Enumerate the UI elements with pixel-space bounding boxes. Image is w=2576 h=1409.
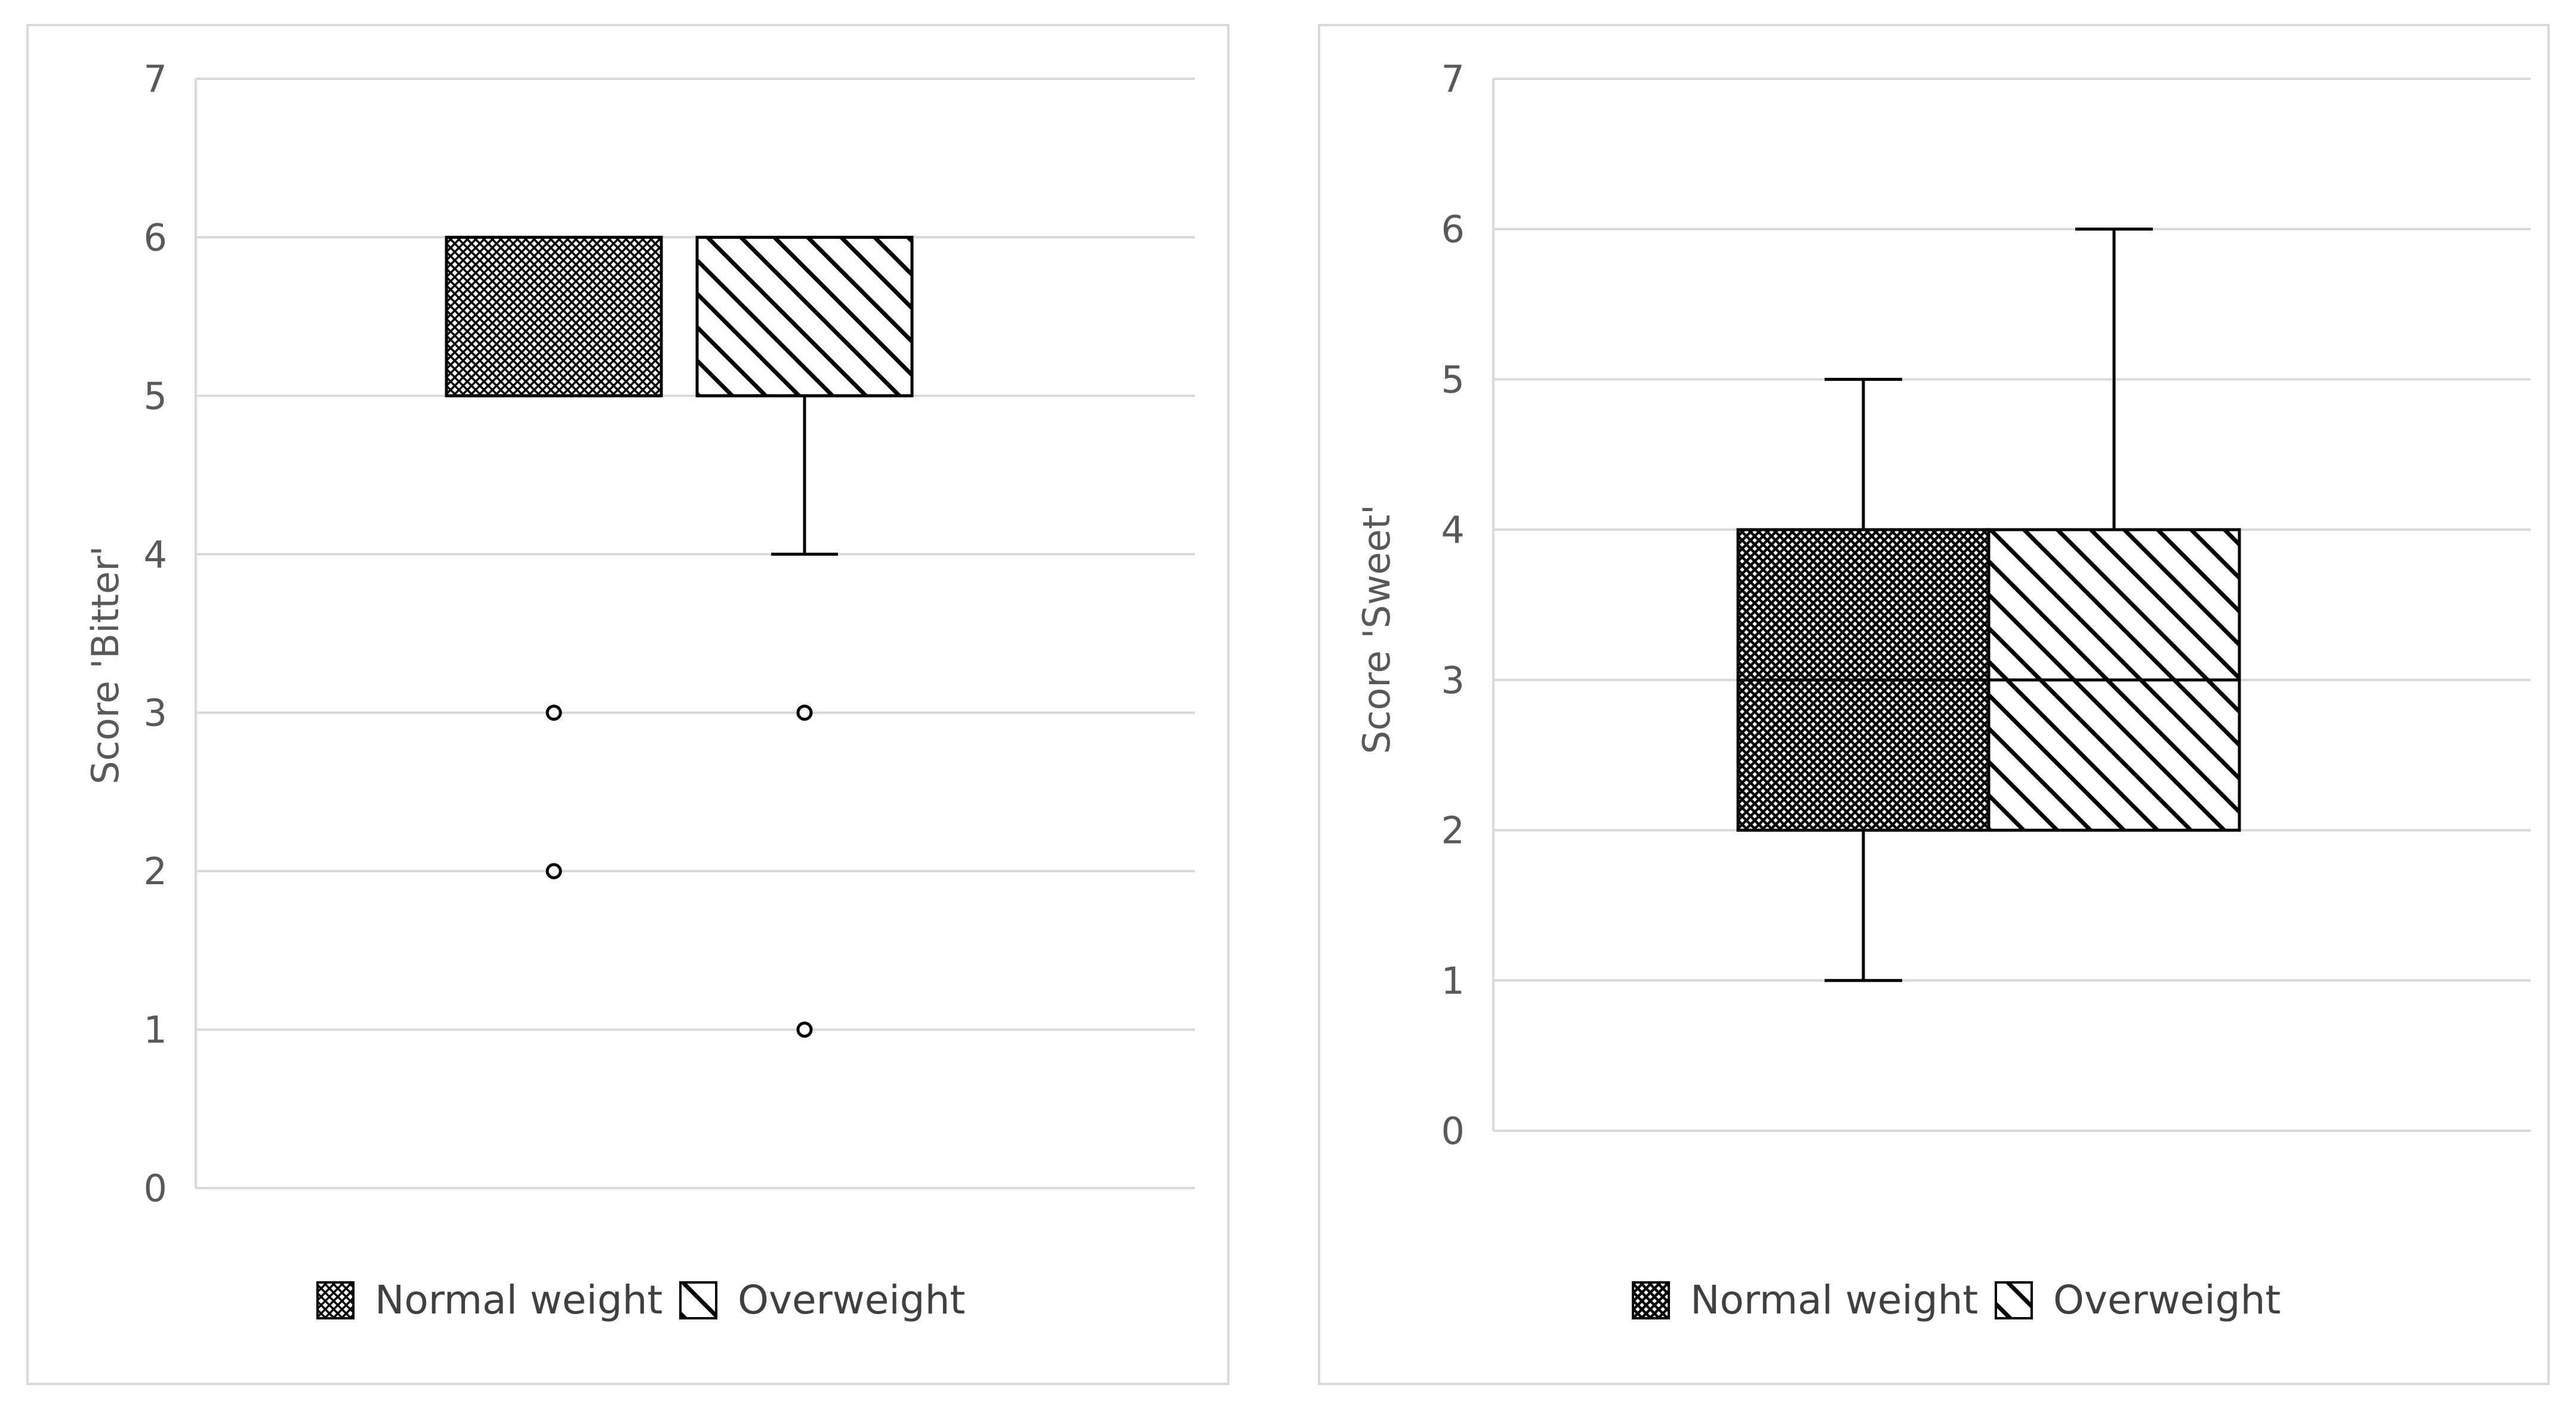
box-iqr <box>445 235 663 398</box>
bitter-chart-panel: 0 1 2 3 4 5 6 7 Score 'Bitter' Normal weight Ov… <box>26 24 1230 1385</box>
sweet-chart-panel: 0 1 2 3 4 5 6 7 Score 'Sweet' Normal weight Ove… <box>1318 24 2550 1385</box>
y-tick-label: 4 <box>144 533 167 576</box>
y-tick-label: 1 <box>144 1008 167 1052</box>
y-tick-label: 7 <box>1441 57 1465 101</box>
box-iqr <box>695 235 914 398</box>
legend-swatch-normal-weight <box>316 1281 355 1319</box>
y-tick-label: 1 <box>1441 959 1465 1002</box>
box-normal-weight <box>1736 377 1990 982</box>
y-tick-label: 3 <box>144 691 167 735</box>
outlier-point <box>546 863 562 879</box>
y-axis-label: Score 'Bitter' <box>84 546 127 784</box>
legend-label-overweight: Overweight <box>2053 1277 2281 1323</box>
y-tick-label: 0 <box>1441 1109 1465 1153</box>
outlier-point <box>796 705 813 721</box>
y-tick-label: 0 <box>144 1167 167 1210</box>
y-tick-label: 6 <box>144 216 167 259</box>
y-tick-label: 5 <box>144 374 167 418</box>
box-overweight <box>1987 227 2241 832</box>
y-tick-label: 2 <box>144 850 167 893</box>
y-tick-label: 6 <box>1441 208 1465 251</box>
y-tick-label: 3 <box>1441 659 1465 702</box>
y-axis-label: Score 'Sweet' <box>1355 504 1398 754</box>
y-tick-label: 2 <box>1441 809 1465 853</box>
legend-swatch-overweight <box>679 1281 717 1319</box>
y-tick-label: 4 <box>1441 508 1465 552</box>
sweet-boxplot: 0 1 2 3 4 5 6 7 Score 'Sweet' Normal weight Ove… <box>1355 57 2531 1323</box>
legend-label-overweight: Overweight <box>738 1277 965 1323</box>
y-tick-label: 5 <box>1441 358 1465 401</box>
legend-label-normal-weight: Normal weight <box>375 1277 663 1323</box>
box-normal-weight <box>445 235 663 879</box>
box-overweight <box>695 235 914 1038</box>
y-tick-label: 7 <box>144 57 167 101</box>
legend-swatch-normal-weight <box>1632 1281 1670 1319</box>
outlier-point <box>796 1022 813 1038</box>
legend-label-normal-weight: Normal weight <box>1690 1277 1978 1323</box>
legend-swatch-overweight <box>1995 1281 2033 1319</box>
outlier-point <box>546 705 562 721</box>
bitter-boxplot: 0 1 2 3 4 5 6 7 Score 'Bitter' Normal weight Ov… <box>84 57 1195 1323</box>
